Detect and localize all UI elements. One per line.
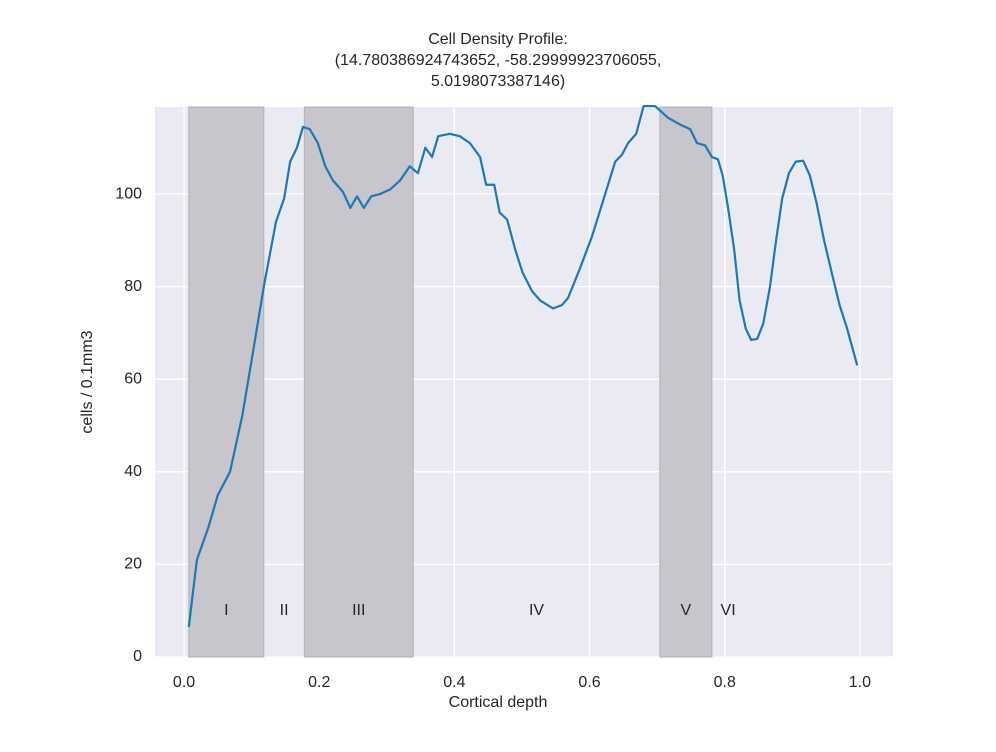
layer-band [188, 106, 265, 658]
plot-background [155, 107, 893, 657]
y-tick-label: 100 [115, 185, 142, 202]
chart-title: 5.0198073387146) [431, 73, 565, 90]
x-tick-label: 0.6 [578, 674, 600, 691]
x-tick-label: 0.0 [173, 674, 195, 691]
layer-label: II [280, 602, 289, 619]
x-tick-label: 0.2 [308, 674, 330, 691]
y-tick-label: 80 [124, 278, 142, 295]
chart-title: Cell Density Profile: [428, 31, 568, 48]
layer-label: I [224, 602, 228, 619]
y-tick-label: 0 [133, 648, 142, 665]
layer-label: V [681, 602, 692, 619]
y-tick-label: 20 [124, 556, 142, 573]
layer-label: IV [529, 602, 544, 619]
y-axis-label: cells / 0.1mm3 [79, 330, 96, 433]
x-tick-label: 1.0 [849, 674, 871, 691]
data-line [187, 104, 859, 628]
x-tick-label: 0.4 [443, 674, 465, 691]
layer-label: VI [721, 602, 736, 619]
y-tick-label: 60 [124, 370, 142, 387]
x-tick-label: 0.8 [714, 674, 736, 691]
y-tick-label: 40 [124, 463, 142, 480]
layer-band [659, 106, 713, 658]
x-axis-label: Cortical depth [449, 694, 548, 711]
layer-band [303, 106, 414, 658]
chart-title: (14.780386924743652, -58.29999923706055, [335, 52, 662, 69]
layer-label: III [352, 602, 365, 619]
